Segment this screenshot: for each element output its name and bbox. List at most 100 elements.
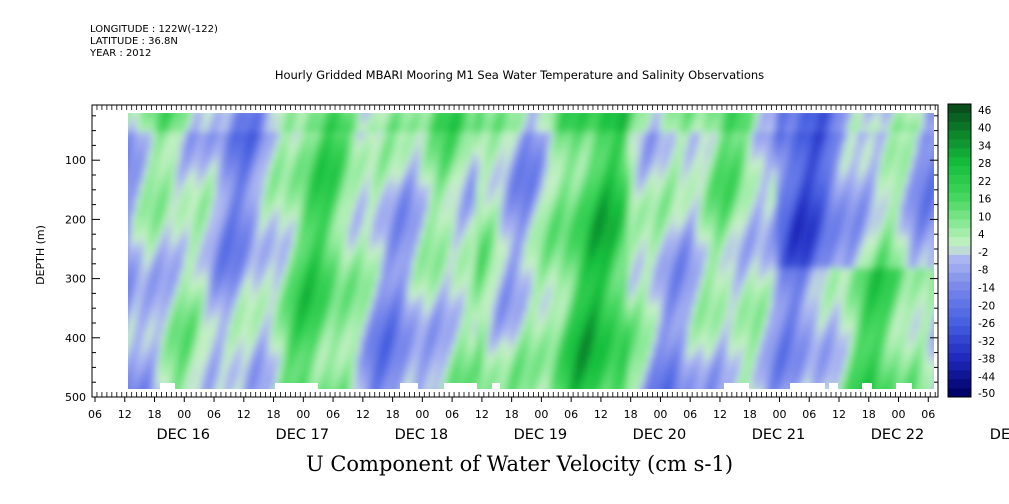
colorbar-bin bbox=[948, 130, 971, 140]
x-tick-label: 06 bbox=[88, 408, 102, 421]
colorbar-bin bbox=[948, 148, 971, 158]
colorbar-bin bbox=[948, 388, 971, 398]
colorbar-label: -50 bbox=[978, 388, 995, 400]
colorbar-bin bbox=[948, 281, 971, 291]
x-date-label: DEC 18 bbox=[395, 427, 449, 443]
colorbar-bin bbox=[948, 121, 971, 131]
x-tick-label: 06 bbox=[207, 408, 221, 421]
colorbar-bin bbox=[948, 237, 971, 247]
colorbar-label: -32 bbox=[978, 336, 995, 348]
x-date-label: DEC 23 bbox=[990, 427, 1009, 443]
colorbar-bin bbox=[948, 201, 971, 211]
colorbar-bin bbox=[948, 175, 971, 185]
x-tick-label: 00 bbox=[296, 408, 310, 421]
colorbar-bin bbox=[948, 183, 971, 194]
colorbar-bin bbox=[948, 272, 971, 282]
x-tick-label: 12 bbox=[713, 408, 727, 421]
x-tick-label: 12 bbox=[832, 408, 846, 421]
colorbar-bin bbox=[948, 308, 971, 318]
y-tick-label: 500 bbox=[65, 391, 86, 404]
colorbar-bin bbox=[948, 254, 971, 265]
chart-title: Hourly Gridded MBARI Mooring M1 Sea Wate… bbox=[274, 68, 765, 82]
colorbar-bin bbox=[948, 166, 971, 176]
colorbar-label: -8 bbox=[978, 265, 988, 277]
x-date-label: DEC 19 bbox=[514, 427, 568, 443]
colorbar-label: -20 bbox=[978, 300, 995, 312]
colorbar-bin bbox=[948, 370, 971, 380]
x-tick-label: 18 bbox=[743, 408, 757, 421]
colorbar-bin bbox=[948, 112, 971, 123]
colorbar-label: 46 bbox=[978, 105, 992, 117]
colorbar-label: -2 bbox=[978, 247, 988, 259]
colorbar-label: -44 bbox=[978, 371, 995, 383]
colorbar-label: 28 bbox=[978, 158, 991, 170]
y-tick-label: 100 bbox=[65, 154, 86, 167]
y-tick-label: 400 bbox=[65, 332, 86, 345]
colorbar-bin bbox=[948, 192, 971, 202]
x-tick-label: 00 bbox=[534, 408, 548, 421]
colorbar-label: 16 bbox=[978, 194, 992, 206]
colorbar-bin bbox=[948, 379, 971, 389]
x-date-label: DEC 16 bbox=[157, 427, 211, 443]
x-tick-label: 06 bbox=[564, 408, 578, 421]
x-tick-label: 18 bbox=[505, 408, 519, 421]
colorbar-bin bbox=[948, 325, 971, 336]
x-tick-label: 00 bbox=[772, 408, 786, 421]
colorbar-label: 10 bbox=[978, 211, 991, 223]
x-tick-label: 00 bbox=[415, 408, 429, 421]
x-tick-label: 18 bbox=[386, 408, 400, 421]
x-tick-label: 00 bbox=[653, 408, 667, 421]
heatmap-field bbox=[128, 113, 934, 389]
colorbar-label: 34 bbox=[978, 140, 992, 152]
x-tick-label: 06 bbox=[683, 408, 697, 421]
x-tick-label: 06 bbox=[326, 408, 340, 421]
year-label: YEAR : 2012 bbox=[90, 48, 152, 59]
colorbar-bin bbox=[948, 334, 971, 345]
colorbar-label: -38 bbox=[978, 354, 995, 366]
colorbar-bin bbox=[948, 263, 971, 273]
colorbar-label: 4 bbox=[978, 229, 985, 241]
x-tick-label: 18 bbox=[267, 408, 281, 421]
x-tick-label: 12 bbox=[475, 408, 489, 421]
x-tick-label: 12 bbox=[594, 408, 608, 421]
x-tick-label: 00 bbox=[892, 408, 906, 421]
x-tick-label: 18 bbox=[148, 408, 162, 421]
colorbar-bin bbox=[948, 104, 971, 114]
x-tick-label: 18 bbox=[862, 408, 876, 421]
x-tick-label: 18 bbox=[624, 408, 638, 421]
data-gaps bbox=[91, 104, 939, 398]
x-date-label: DEC 22 bbox=[871, 427, 925, 443]
x-axis-label: U Component of Water Velocity (cm s-1) bbox=[305, 452, 734, 476]
x-tick-label: 12 bbox=[356, 408, 370, 421]
colorbar-bin bbox=[948, 228, 971, 238]
metadata-block: LONGITUDE : 122W(-122) LATITUDE : 36.8N … bbox=[90, 24, 218, 60]
x-tick-label: 12 bbox=[118, 408, 132, 421]
colorbar-label: -26 bbox=[978, 318, 995, 330]
x-date-label: DEC 21 bbox=[752, 427, 806, 443]
longitude-label: LONGITUDE : 122W(-122) bbox=[90, 24, 218, 35]
x-tick-label: 00 bbox=[177, 408, 191, 421]
colorbar-bin bbox=[948, 219, 971, 229]
x-axis: 06 12 18 00 06 12 18 00 06 12 18 00 06 12 18 00 06 12 18 00… bbox=[88, 105, 1009, 443]
colorbar-label: 22 bbox=[978, 176, 991, 188]
colorbar-label: -14 bbox=[978, 282, 995, 294]
colorbar-bin bbox=[948, 210, 971, 220]
y-tick-label: 200 bbox=[65, 213, 86, 226]
x-tick-label: 06 bbox=[445, 408, 459, 421]
colorbar: 46 40 34 28 22 16 10 4 -2 -8 -14 -20 -26 -32 -38 -44 -50 bbox=[947, 103, 995, 400]
colorbar-label: 40 bbox=[978, 123, 991, 135]
x-tick-label: 12 bbox=[237, 408, 251, 421]
x-tick-label: 06 bbox=[802, 408, 816, 421]
colorbar-bin bbox=[948, 343, 971, 353]
x-date-label: DEC 17 bbox=[276, 427, 330, 443]
colorbar-bin bbox=[948, 361, 971, 371]
latitude-label: LATITUDE : 36.8N bbox=[90, 36, 178, 47]
x-tick-label: 06 bbox=[921, 408, 935, 421]
colorbar-bin bbox=[948, 317, 971, 327]
colorbar-bin bbox=[948, 139, 971, 149]
colorbar-bin bbox=[948, 352, 971, 362]
colorbar-bin bbox=[948, 290, 971, 300]
colorbar-bin bbox=[948, 299, 971, 309]
y-tick-label: 300 bbox=[65, 273, 86, 286]
